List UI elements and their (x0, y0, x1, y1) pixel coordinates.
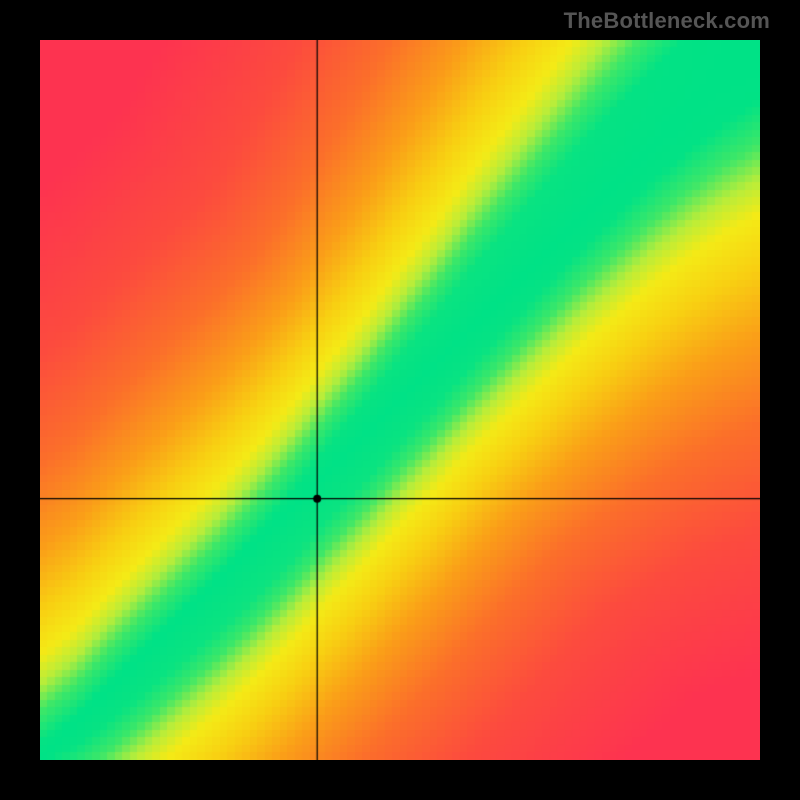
bottleneck-heatmap (40, 40, 760, 760)
watermark-text: TheBottleneck.com (564, 8, 770, 34)
chart-frame: { "watermark": "TheBottleneck.com", "cha… (0, 0, 800, 800)
